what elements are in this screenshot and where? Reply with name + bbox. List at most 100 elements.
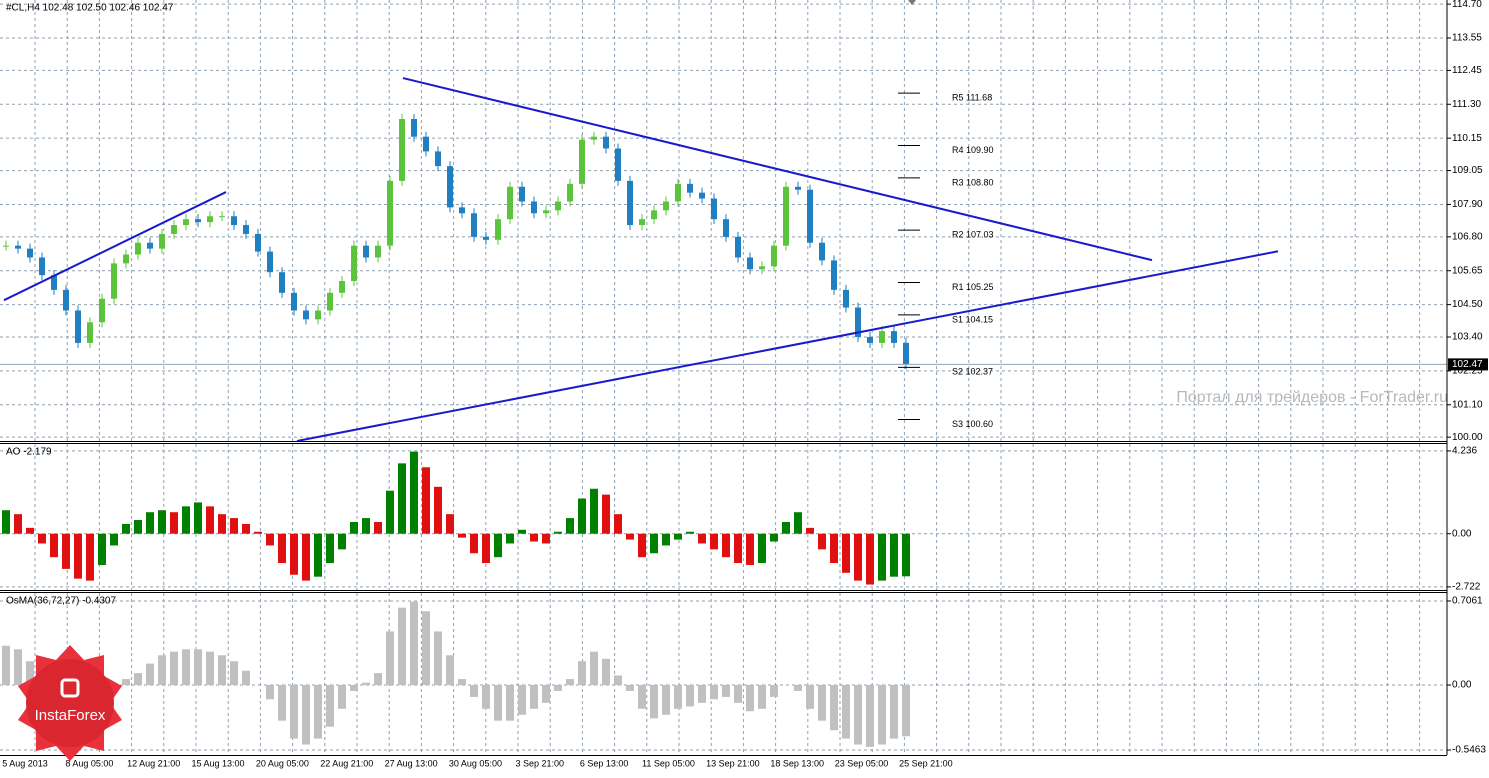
- x-tick-label: 6 Sep 13:00: [580, 758, 629, 768]
- osma-bar: [818, 685, 826, 721]
- ao-bar: [266, 533, 274, 546]
- current-price-label: 102.47: [1452, 359, 1483, 370]
- trendline: [3, 191, 227, 302]
- candle: [279, 272, 285, 293]
- osma-bar: [206, 651, 214, 686]
- osma-bar: [134, 673, 142, 686]
- candle: [603, 136, 609, 149]
- ao-bar: [782, 521, 790, 534]
- ao-bar: [182, 506, 190, 534]
- x-tick-label: 30 Aug 05:00: [449, 758, 502, 768]
- ao-bar: [638, 533, 646, 558]
- y-tick-label: 0.7061: [1452, 596, 1483, 607]
- ao-bar: [170, 512, 178, 534]
- candle: [51, 275, 57, 290]
- osma-bar: [122, 679, 130, 686]
- osma-bar: [458, 679, 466, 686]
- ao-bar: [842, 533, 850, 573]
- candle: [735, 236, 741, 258]
- osma-bar: [806, 685, 814, 709]
- candle: [591, 136, 597, 140]
- candle: [663, 201, 669, 211]
- y-tick-label: 106.80: [1452, 231, 1483, 242]
- osma-bar: [614, 675, 622, 686]
- y-tick-label: 107.90: [1452, 199, 1483, 210]
- ao-bar: [74, 533, 82, 579]
- candle: [723, 219, 729, 237]
- candle: [63, 289, 69, 311]
- ao-bar: [386, 490, 394, 534]
- osma-bar: [542, 685, 550, 703]
- osma-bar: [326, 685, 334, 727]
- osma-bar: [470, 685, 478, 697]
- osma-bar: [794, 685, 802, 691]
- candle: [183, 219, 189, 226]
- ao-bar: [242, 523, 250, 534]
- trendline: [402, 77, 1153, 262]
- pivot-label: R4 109.90: [952, 145, 994, 155]
- ao-bar: [650, 533, 658, 554]
- candle: [447, 166, 453, 208]
- candle: [39, 257, 45, 276]
- pivot-label: R1 105.25: [952, 282, 994, 292]
- candle: [171, 225, 177, 234]
- candle: [99, 298, 105, 323]
- osma-bar: [218, 655, 226, 686]
- ao-bar: [110, 533, 118, 546]
- ao-bar: [422, 467, 430, 534]
- y-tick-label: 111.30: [1452, 99, 1482, 110]
- candle: [519, 186, 525, 202]
- x-tick-label: 22 Aug 21:00: [320, 758, 373, 768]
- candle: [303, 310, 309, 320]
- candle: [423, 136, 429, 152]
- candle: [135, 242, 141, 255]
- ao-bar: [194, 502, 202, 534]
- ao-bar: [398, 463, 406, 534]
- pivot-label: R3 108.80: [952, 177, 994, 187]
- ao-bar: [230, 518, 238, 534]
- ao-bar: [86, 533, 94, 581]
- candle: [687, 183, 693, 193]
- osma-bar: [362, 682, 370, 686]
- x-tick-label: 27 Aug 13:00: [385, 758, 438, 768]
- candle: [495, 219, 501, 240]
- candle: [891, 331, 897, 343]
- osma-bar: [350, 685, 358, 691]
- candle: [207, 216, 213, 223]
- y-tick-label: -2.722: [1452, 582, 1481, 593]
- y-tick-label: 105.65: [1452, 265, 1483, 276]
- osma-bar: [410, 601, 418, 686]
- osma-bar: [566, 679, 574, 686]
- frame: [0, 0, 1448, 756]
- osma-bar: [290, 685, 298, 739]
- ao-bar: [566, 518, 574, 534]
- ao-bar: [866, 533, 874, 585]
- osma-bar: [878, 685, 886, 745]
- pivot-label: R2 107.03: [952, 229, 994, 239]
- candle: [315, 310, 321, 320]
- candle: [615, 148, 621, 181]
- x-tick-label: 15 Aug 13:00: [192, 758, 245, 768]
- ao-bar: [662, 533, 670, 546]
- ao-bar: [770, 533, 778, 542]
- x-tick-label: 5 Aug 2013: [2, 758, 48, 768]
- ao-bar: [494, 533, 502, 558]
- ao-bar: [470, 533, 478, 554]
- ao-bar: [134, 520, 142, 534]
- ao-bar: [818, 533, 826, 550]
- candle: [699, 192, 705, 199]
- trendline: [296, 250, 1279, 442]
- osma-bar: [770, 685, 778, 697]
- candle: [903, 342, 909, 365]
- candle: [327, 292, 333, 311]
- osma-bar: [866, 685, 874, 747]
- x-tick-label: 13 Sep 21:00: [706, 758, 760, 768]
- candle: [339, 281, 345, 293]
- x-tick-label: 8 Aug 05:00: [65, 758, 113, 768]
- osma-bar: [638, 685, 646, 709]
- candle: [483, 236, 489, 240]
- y-tick-label: 110.15: [1452, 133, 1482, 144]
- y-tick-label: 103.40: [1452, 332, 1483, 343]
- candle: [567, 183, 573, 202]
